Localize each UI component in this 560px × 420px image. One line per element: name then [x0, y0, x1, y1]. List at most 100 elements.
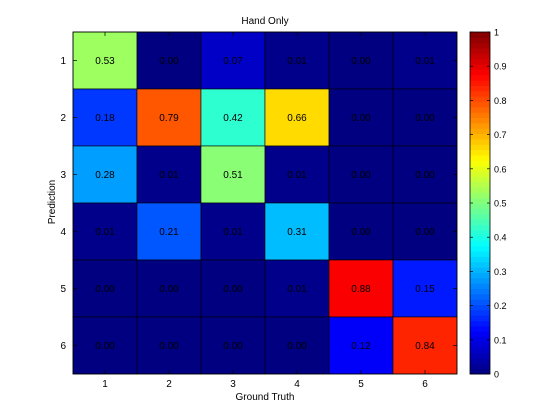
heatmap-cell: [328, 31, 394, 90]
colorbar-tick-label: 0.9: [494, 62, 507, 72]
cell-value-label: 0.00: [351, 56, 371, 67]
cell-value-label: 0.00: [159, 56, 179, 67]
colorbar-tick-label: 0.3: [494, 267, 507, 277]
colorbar-ticks: 0 0.1 0.2 0.3 0.4 0.5 0.6 0.7 0.8 0.9 1: [470, 28, 507, 380]
colorbar: [469, 31, 491, 375]
colorbar-segment: [470, 235, 490, 241]
y-tick-label: 6: [60, 341, 66, 352]
heatmap-cell-labels: 0.53 0.00 0.07 0.01 0.00 0.01 0.18 0.79 0.42 0.66…: [95, 56, 435, 352]
cell-value-label: 0.00: [95, 341, 115, 352]
colorbar-segment: [470, 181, 490, 188]
colorbar-segment: [470, 283, 490, 289]
heatmap-cell: [392, 316, 458, 375]
colorbar-segment: [470, 106, 490, 113]
colorbar-tick-label: 1: [494, 28, 499, 38]
cell-value-label: 0.01: [95, 227, 115, 238]
colorbar-tick-label: 0.1: [494, 335, 507, 345]
colorbar-segment: [470, 213, 490, 220]
cell-value-label: 0.01: [223, 227, 243, 238]
cell-value-label: 0.00: [95, 284, 115, 295]
colorbar-segment: [470, 368, 490, 375]
cell-value-label: 0.01: [287, 56, 307, 67]
cell-value-label: 0.31: [287, 227, 307, 238]
colorbar-segment: [470, 277, 490, 284]
cell-value-label: 0.07: [223, 56, 243, 67]
y-tick-label: 4: [60, 227, 66, 238]
colorbar-tick-label: 0.8: [494, 96, 507, 106]
x-tick-label: 6: [422, 379, 428, 390]
heatmap-cell: [264, 88, 330, 147]
colorbar-segment: [470, 229, 490, 236]
colorbar-segment: [470, 325, 490, 332]
cell-value-label: 0.00: [223, 341, 243, 352]
heatmap-cell: [264, 31, 330, 90]
colorbar-segment: [470, 203, 490, 209]
heatmap-cell: [264, 202, 330, 261]
colorbar-segment: [470, 352, 490, 359]
colorbar-segment: [470, 48, 490, 54]
heatmap-cell: [72, 316, 138, 375]
heatmap-cells: [72, 31, 458, 375]
cell-value-label: 0.21: [159, 227, 179, 238]
cell-value-label: 0.15: [415, 284, 435, 295]
colorbar-segment: [470, 80, 490, 86]
colorbar-segment: [470, 117, 490, 124]
x-tick-label: 3: [230, 379, 236, 390]
colorbar-segment: [470, 138, 490, 145]
colorbar-segment: [470, 186, 490, 193]
cell-value-label: 0.00: [415, 227, 435, 238]
colorbar-segment: [470, 331, 490, 338]
heatmap-cell: [72, 145, 138, 204]
cell-value-label: 0.88: [351, 284, 371, 295]
colorbar-segment: [470, 128, 490, 135]
colorbar-segment: [470, 261, 490, 268]
heatmap-cell: [200, 202, 266, 261]
heatmap-cell: [392, 145, 458, 204]
colorbar-segment: [470, 299, 490, 306]
colorbar-segment: [470, 74, 490, 81]
colorbar-segment: [470, 240, 490, 247]
colorbar-segment: [470, 176, 490, 183]
colorbar-segment: [470, 320, 490, 327]
colorbar-segment: [470, 309, 490, 316]
colorbar-segment: [470, 267, 490, 273]
colorbar-tick-label: 0.7: [494, 130, 507, 140]
colorbar-segment: [470, 96, 490, 102]
x-axis-label: Ground Truth: [236, 392, 295, 403]
heatmap-cell: [72, 259, 138, 318]
colorbar-tick-label: 0: [494, 370, 499, 380]
cell-value-label: 0.18: [95, 113, 115, 124]
cell-value-label: 0.00: [223, 284, 243, 295]
colorbar-segment: [470, 357, 490, 364]
colorbar-segment: [470, 90, 490, 97]
x-tick-label: 1: [102, 379, 108, 390]
cell-value-label: 0.12: [351, 341, 371, 352]
cell-value-label: 0.01: [287, 284, 307, 295]
colorbar-segment: [470, 363, 490, 370]
colorbar-tick-label: 0.6: [494, 164, 507, 174]
cell-value-label: 0.00: [159, 284, 179, 295]
heatmap-cell: [136, 31, 202, 90]
heatmap-cell: [136, 88, 202, 147]
colorbar-segment: [470, 64, 490, 70]
heatmap-cell: [328, 316, 394, 375]
heatmap-cell: [392, 31, 458, 90]
colorbar-segment: [470, 219, 490, 225]
colorbar-segment: [470, 160, 490, 167]
colorbar-segment: [470, 208, 490, 215]
heatmap-cell: [264, 145, 330, 204]
cell-value-label: 0.00: [415, 170, 435, 181]
colorbar-segment: [470, 251, 490, 257]
colorbar-segment: [470, 149, 490, 156]
colorbar-segment: [470, 224, 490, 231]
heatmap-cell: [392, 88, 458, 147]
colorbar-segment: [470, 256, 490, 263]
cell-value-label: 0.01: [415, 56, 435, 67]
colorbar-segment: [470, 170, 490, 177]
cell-value-label: 0.00: [351, 170, 371, 181]
colorbar-segment: [470, 197, 490, 204]
y-axis-label: Prediction: [47, 180, 58, 224]
cell-value-label: 0.00: [351, 113, 371, 124]
heatmap-cell: [328, 145, 394, 204]
chart-title: Hand Only: [241, 16, 288, 27]
